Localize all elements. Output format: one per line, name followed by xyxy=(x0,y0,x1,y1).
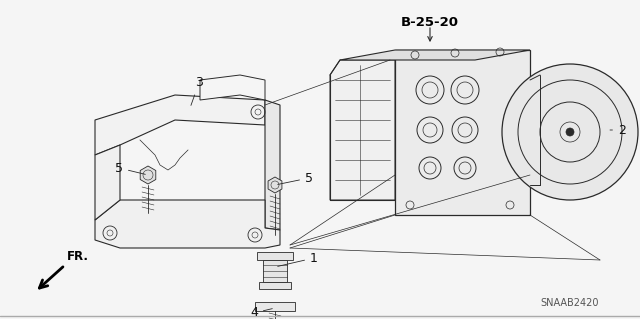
Bar xyxy=(255,302,295,311)
Polygon shape xyxy=(200,75,265,100)
Text: SNAAB2420: SNAAB2420 xyxy=(541,298,599,308)
Polygon shape xyxy=(95,200,280,248)
Text: FR.: FR. xyxy=(67,250,89,263)
Text: 5: 5 xyxy=(278,172,313,184)
Text: B-25-20: B-25-20 xyxy=(401,16,459,29)
Bar xyxy=(259,282,291,289)
Polygon shape xyxy=(140,166,156,184)
Circle shape xyxy=(502,64,638,200)
Text: 2: 2 xyxy=(610,123,626,137)
Polygon shape xyxy=(95,95,265,155)
Polygon shape xyxy=(395,50,530,215)
Polygon shape xyxy=(340,50,530,60)
Text: 3: 3 xyxy=(191,77,203,105)
Polygon shape xyxy=(95,145,120,220)
Polygon shape xyxy=(265,100,280,230)
Polygon shape xyxy=(330,60,395,200)
Text: 1: 1 xyxy=(278,251,318,266)
Bar xyxy=(257,252,293,260)
Text: 4: 4 xyxy=(250,307,272,319)
Polygon shape xyxy=(268,177,282,193)
Text: 5: 5 xyxy=(115,161,145,174)
Bar xyxy=(263,260,287,282)
Circle shape xyxy=(566,128,574,136)
